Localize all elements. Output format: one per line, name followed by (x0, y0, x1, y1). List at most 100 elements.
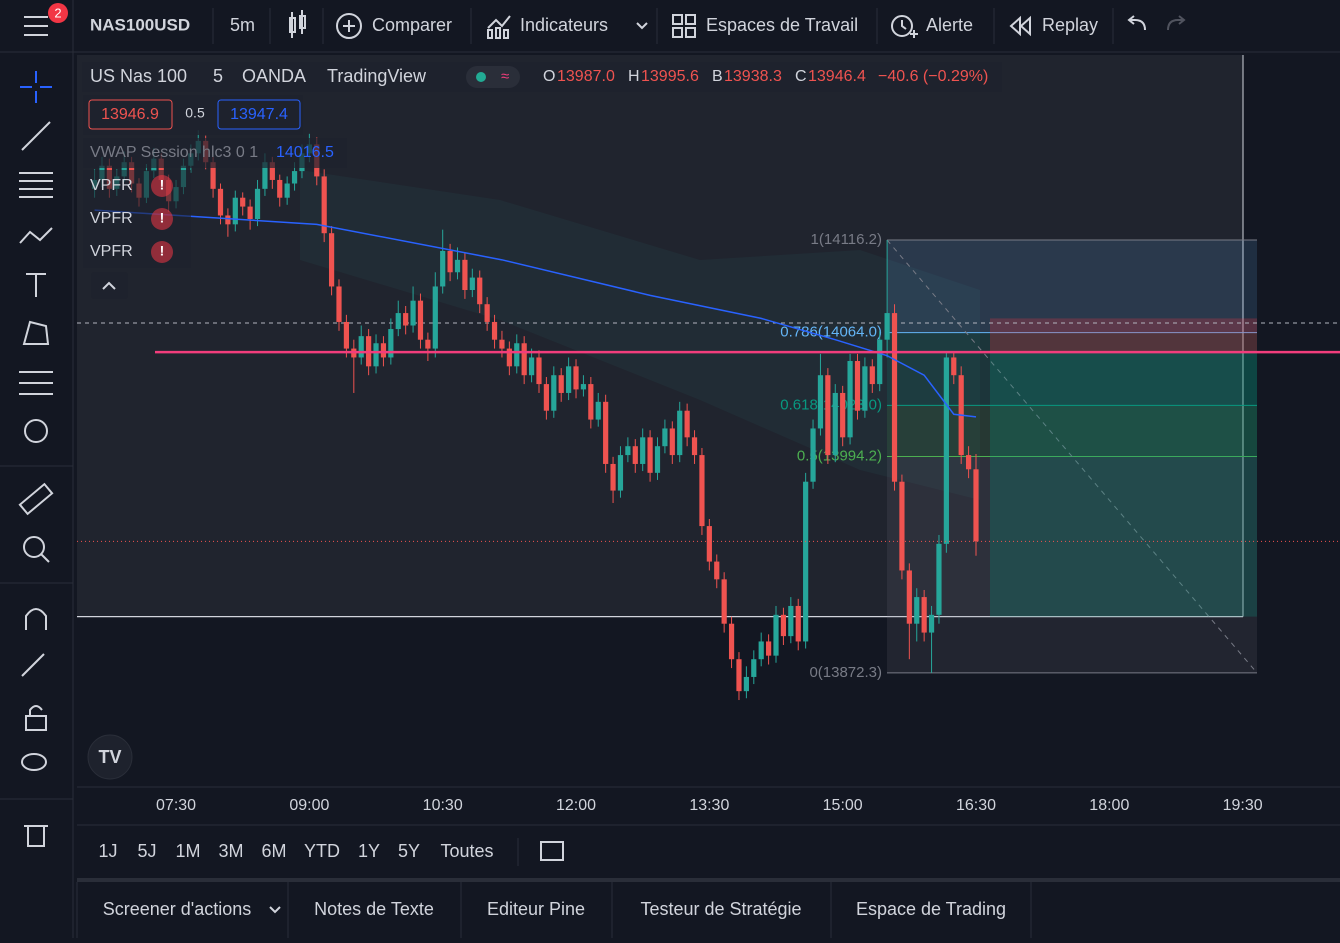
workspaces-icon[interactable] (672, 14, 696, 38)
bid-box[interactable] (88, 99, 173, 130)
candle-body (121, 162, 127, 177)
range-button[interactable]: 6M (261, 841, 286, 861)
indicators-icon[interactable] (487, 15, 511, 39)
tab[interactable]: Testeur de Stratégie (640, 899, 801, 919)
tab[interactable]: Notes de Texte (314, 899, 434, 919)
trendline-tool[interactable] (21, 121, 51, 151)
range-button[interactable]: 5J (137, 841, 156, 861)
vwap-legend-bg (83, 138, 347, 168)
pattern-tool[interactable] (19, 227, 53, 244)
legend-broker: OANDA (242, 66, 306, 86)
emoji-tool[interactable] (24, 419, 48, 443)
xabcd-tool[interactable] (22, 320, 50, 345)
trash-tool[interactable] (24, 825, 48, 847)
candle-body (914, 597, 920, 624)
hlines-tool[interactable] (19, 172, 53, 198)
spread: 0.5 (185, 105, 205, 121)
replay-icon[interactable] (1009, 15, 1031, 37)
collapse-icon[interactable] (102, 281, 116, 290)
legend-bg (82, 62, 1002, 92)
candle-body (454, 259, 461, 273)
range-button[interactable]: YTD (304, 841, 340, 861)
status-pill[interactable] (466, 66, 520, 88)
tab[interactable]: Editeur Pine (487, 899, 585, 919)
magnet-tool[interactable] (25, 608, 47, 630)
lock-tool[interactable] (25, 705, 47, 731)
undo-icon[interactable] (1127, 15, 1146, 31)
alert-button[interactable]: Alerte (926, 15, 973, 35)
range-button[interactable]: 1M (175, 841, 200, 861)
bid[interactable]: 13946.9 (101, 106, 159, 123)
low-value: 13938.3 (724, 68, 782, 85)
candle-body (210, 162, 216, 189)
candle-body (284, 183, 290, 198)
candle-body (558, 375, 564, 393)
vwap-band (300, 170, 980, 500)
top-bar-bg (0, 0, 1340, 52)
candle-body (884, 313, 890, 340)
candle-body (521, 343, 527, 376)
candle-body (714, 561, 720, 580)
tab[interactable]: Screener d'actions (103, 899, 252, 919)
candle-body (566, 366, 572, 393)
date-range-icon[interactable] (540, 841, 564, 861)
replay-button[interactable]: Replay (1042, 15, 1098, 35)
candle-body (462, 259, 468, 291)
menu-icon[interactable] (24, 16, 48, 36)
indicator-error[interactable] (151, 175, 173, 197)
candle-body (232, 197, 238, 225)
candle-body (743, 676, 749, 692)
lock-draw-tool[interactable] (21, 653, 45, 677)
symbol[interactable]: NAS100USD (90, 15, 190, 34)
range-button[interactable]: Toutes (440, 841, 493, 861)
candle-body (491, 321, 498, 340)
candle-body (469, 277, 475, 291)
candle-body (706, 526, 712, 562)
indicator-error[interactable] (151, 208, 173, 230)
range-button[interactable]: 1J (98, 841, 117, 861)
legend-source: TradingView (327, 66, 427, 86)
range-button[interactable]: 3M (218, 841, 243, 861)
tv-logo[interactable] (87, 734, 133, 780)
text-tool[interactable] (26, 273, 46, 297)
candle-body (899, 481, 905, 571)
indicator-error[interactable] (151, 241, 173, 263)
candle-body (254, 188, 261, 220)
interval[interactable]: 5m (230, 15, 255, 35)
legend-interval: 5 (213, 66, 223, 86)
ruler-tool[interactable] (18, 482, 54, 516)
candle-body (780, 614, 787, 637)
compare-button[interactable]: Comparer (372, 15, 452, 35)
crosshair-tool[interactable] (20, 71, 52, 103)
candle-body (573, 366, 579, 390)
visibility-tool[interactable] (21, 753, 47, 771)
candle-body (514, 343, 520, 367)
candle-body (506, 348, 512, 367)
fib-label: 0(13872.3) (809, 664, 882, 681)
chart-type-icon[interactable] (289, 10, 306, 38)
candle-body (928, 614, 935, 633)
workspaces-button[interactable]: Espaces de Travail (706, 15, 858, 35)
indicators-button[interactable]: Indicateurs (520, 15, 608, 35)
x-tick-label: 12:00 (556, 797, 596, 814)
tab[interactable]: Espace de Trading (856, 899, 1006, 919)
fib-label: 0.5(13994.2) (797, 447, 882, 464)
range-button[interactable]: 5Y (398, 841, 420, 861)
badge-count: 2 (54, 5, 61, 20)
collapse-button[interactable] (91, 272, 128, 299)
compare-icon[interactable] (336, 13, 362, 39)
zoom-tool[interactable] (23, 536, 50, 563)
candle-body (699, 455, 705, 527)
range-button[interactable]: 1Y (358, 841, 380, 861)
ask-box[interactable] (217, 99, 301, 130)
x-tick-label: 07:30 (156, 797, 196, 814)
open-value: 13987.0 (557, 68, 615, 85)
alert-icon[interactable] (891, 15, 918, 38)
candle-body (751, 659, 757, 677)
chevron[interactable] (269, 906, 281, 914)
fib-tool[interactable] (19, 371, 53, 395)
candle-body (373, 343, 379, 367)
ask[interactable]: 13947.4 (230, 106, 288, 123)
candle-body (395, 313, 401, 330)
chevron[interactable] (636, 22, 648, 30)
